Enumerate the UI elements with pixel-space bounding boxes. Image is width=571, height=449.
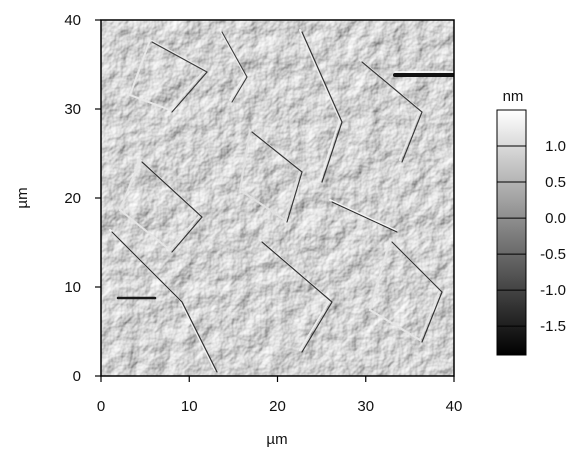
afm-image [101, 20, 454, 376]
y-tick-label: 0 [73, 368, 81, 385]
x-tick-label: 0 [97, 398, 105, 415]
y-axis: 0 10 20 30 40 [64, 12, 101, 385]
colorbar-tick-label: -0.5 [540, 246, 566, 263]
colorbar: nm 1.0 0.5 0.0 -0.5 -1.0 -1.5 [496, 88, 566, 356]
x-tick-label: 30 [357, 398, 374, 415]
crystal-edge [329, 199, 396, 231]
crystal-edge [331, 201, 398, 233]
afm-image-texture [101, 20, 454, 376]
colorbar-gradient [496, 109, 527, 356]
colorbar-ticks: 1.0 0.5 0.0 -0.5 -1.0 -1.5 [497, 138, 566, 335]
crystal-edge [151, 41, 208, 113]
colorbar-tick-label: 0.5 [545, 174, 566, 191]
x-tick-label: 40 [446, 398, 463, 415]
crystal-edge [251, 131, 303, 223]
x-tick-label: 20 [269, 398, 286, 415]
y-tick-label: 40 [64, 12, 81, 29]
crystal-edge [111, 231, 218, 373]
x-axis: 0 10 20 30 40 [97, 376, 463, 415]
crystal-edge [141, 161, 203, 253]
crystal-edge [128, 38, 207, 112]
crystal-edge [361, 61, 423, 163]
crystal-edge [391, 241, 443, 343]
crystal-edge [301, 31, 343, 183]
crystal-edge [261, 241, 333, 353]
x-tick-label: 10 [181, 398, 198, 415]
colorbar-tick-label: -1.5 [540, 318, 566, 335]
crystal-edge [221, 31, 248, 103]
y-tick-label: 30 [64, 101, 81, 118]
colorbar-unit-label: nm [503, 88, 524, 105]
x-axis-title: µm [266, 431, 287, 448]
crystal-edge [219, 29, 247, 101]
afm-image-features [109, 29, 454, 373]
y-axis-title: µm [14, 187, 31, 208]
colorbar-tick-label: -1.0 [540, 282, 566, 299]
crystal-edge [299, 29, 342, 181]
colorbar-tick-label: 0.0 [545, 210, 566, 227]
y-tick-label: 10 [64, 279, 81, 296]
y-tick-label: 20 [64, 190, 81, 207]
colorbar-tick-label: 1.0 [545, 138, 566, 155]
